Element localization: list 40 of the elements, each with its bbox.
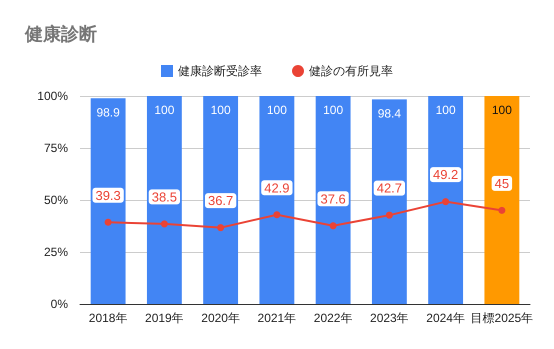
y-tick-label: 75% [44,141,68,155]
legend-label: 健康診断受診率 [178,64,262,78]
y-tick-label: 25% [44,245,68,259]
point [104,218,112,226]
x-tick-label: 2022年 [314,311,352,325]
x-tick-label: 2018年 [88,311,128,325]
y-tick-label: 0% [50,297,68,311]
data-label: 42.7 [376,180,402,196]
x-tick-label: 2023年 [370,311,409,325]
data-label: 42.9 [264,180,290,196]
data-label: 100 [154,103,175,117]
x-tick-label: 2024年 [426,311,465,325]
data-label: 100 [210,103,231,117]
data-label: 36.7 [208,193,234,208]
data-label: 98.9 [96,105,120,120]
x-tick-label: 目標2025年 [470,311,534,325]
data-label: 100 [266,103,288,117]
x-tick-label: 2020年 [201,311,240,325]
point [217,224,224,232]
data-label: 38.5 [152,189,178,204]
y-tick-label: 50% [44,193,68,207]
point [273,211,280,218]
point [330,222,337,230]
data-label: 100 [436,103,456,117]
data-label: 37.6 [320,191,346,206]
y-tick-label: 100% [37,89,68,103]
data-label: 49.2 [432,167,458,182]
data-label: 100 [323,103,344,117]
data-label: 100 [492,103,512,117]
point [442,198,450,206]
data-label: 45 [494,176,510,191]
x-tick-label: 2021年 [258,311,296,325]
chart-title: 健康診断 [24,24,97,44]
x-tick-label: 2019年 [145,311,184,325]
data-label: 39.3 [95,188,121,203]
point [498,206,506,214]
legend-label: 健診の有所見率 [309,64,393,78]
point [386,212,393,219]
point [160,220,168,228]
data-label: 98.4 [378,106,402,120]
